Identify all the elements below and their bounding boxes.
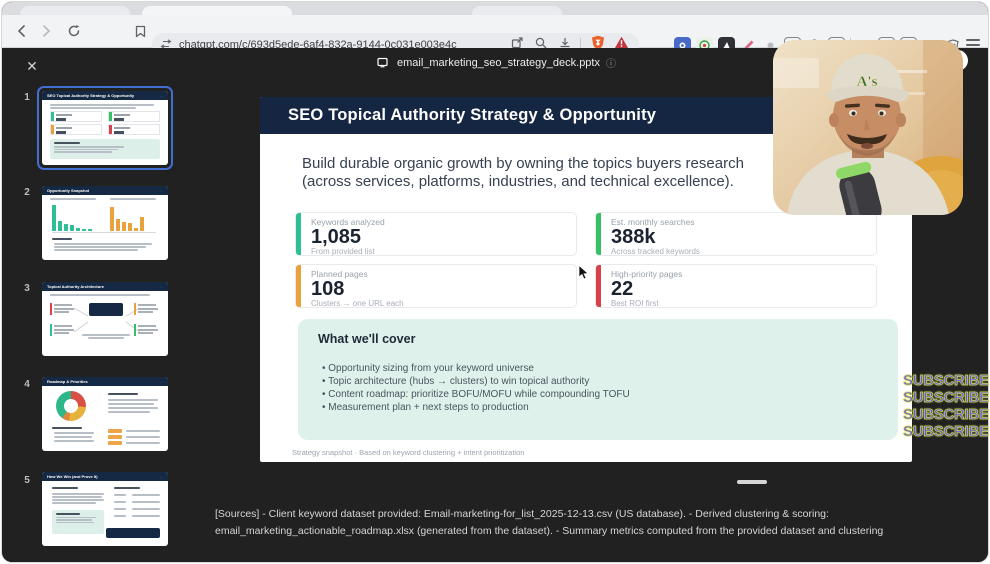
subscribe-text: SUBSCRIBE bbox=[903, 372, 990, 390]
slide-thumbnail-2[interactable]: Opportunity Snapshot ··· bbox=[42, 186, 168, 260]
metric-sub: Clusters → one URL each bbox=[311, 299, 404, 308]
metric-sub: Across tracked keywords bbox=[611, 247, 700, 256]
metric-sub: From provided list bbox=[311, 247, 375, 256]
sources-line: [Sources] - Client keyword dataset provi… bbox=[215, 508, 829, 520]
file-preview-overlay: ✕ email_marketing_seo_strategy_deck.pptx… bbox=[2, 48, 988, 562]
tab-strip[interactable] bbox=[2, 2, 988, 15]
metric-label: High-priority pages bbox=[611, 269, 683, 279]
thumb-title: SEO Topical Authority Strategy & Opportu… bbox=[47, 93, 135, 98]
bookmark-icon[interactable] bbox=[128, 19, 152, 43]
metric-value: 22 bbox=[611, 278, 634, 300]
thumb-title: Roadmap & Priorities bbox=[47, 379, 88, 384]
divider bbox=[580, 37, 581, 52]
slide-title: SEO Topical Authority Strategy & Opportu… bbox=[288, 106, 657, 124]
zoom-icon[interactable] bbox=[535, 36, 547, 54]
cover-box: What we'll cover • Opportunity sizing fr… bbox=[298, 319, 898, 440]
metric-label: Planned pages bbox=[311, 269, 368, 279]
mini-hub-box bbox=[89, 303, 123, 316]
slide-footnote: Strategy snapshot · Based on keyword clu… bbox=[292, 448, 525, 457]
webcam-overlay: A's bbox=[773, 40, 963, 215]
browser-tab[interactable] bbox=[472, 6, 562, 15]
brave-shield-icon[interactable] bbox=[591, 35, 605, 55]
slide-number: 2 bbox=[24, 187, 30, 198]
download-icon[interactable] bbox=[559, 36, 571, 54]
alert-triangle-icon[interactable] bbox=[614, 36, 629, 54]
subscribe-text: SUBSCRIBE bbox=[903, 423, 990, 441]
slide-number: 1 bbox=[24, 92, 30, 103]
cover-title: What we'll cover bbox=[318, 332, 416, 346]
pencil-icon[interactable] bbox=[740, 37, 757, 54]
cover-bullet: • Measurement plan + next steps to produ… bbox=[322, 402, 529, 413]
file-header: email_marketing_seo_strategy_deck.pptx ⓘ bbox=[2, 54, 988, 71]
mini-cta-bar bbox=[106, 528, 160, 538]
pptx-file-icon bbox=[374, 54, 391, 71]
close-icon[interactable]: ✕ bbox=[26, 57, 38, 74]
mini-donut-chart bbox=[56, 391, 86, 421]
cover-bullet: • Topic architecture (hubs → clusters) t… bbox=[322, 376, 590, 387]
back-button[interactable] bbox=[10, 19, 34, 43]
metric-card-searches: Est. monthly searches 388k Across tracke… bbox=[595, 212, 877, 256]
metric-card-priority-pages: High-priority pages 22 Best ROI first bbox=[595, 264, 877, 308]
subscribe-text: SUBSCRIBE bbox=[903, 406, 990, 424]
metric-card-keywords: Keywords analyzed 1,085 From provided li… bbox=[295, 212, 577, 256]
slide-thumbnail-5[interactable]: How We Win (and Prove It) ··· bbox=[42, 472, 168, 546]
slide-number: 5 bbox=[24, 475, 30, 486]
info-icon[interactable]: ⓘ bbox=[606, 59, 616, 70]
drag-handle[interactable] bbox=[737, 480, 767, 484]
slide-number: 4 bbox=[24, 379, 30, 390]
metric-sub: Best ROI first bbox=[611, 299, 659, 308]
forward-button[interactable] bbox=[34, 19, 58, 43]
share-icon[interactable] bbox=[511, 36, 523, 54]
slide-thumbnail-4[interactable]: Roadmap & Priorities ··· bbox=[42, 377, 168, 451]
metric-value: 108 bbox=[311, 278, 345, 300]
subscribe-text: SUBSCRIBE bbox=[903, 389, 990, 407]
metric-label: Est. monthly searches bbox=[611, 217, 695, 227]
site-settings-icon[interactable] bbox=[160, 36, 172, 54]
svg-text:A's: A's bbox=[857, 74, 878, 90]
mouse-cursor bbox=[578, 265, 589, 280]
slide-subtitle: Build durable organic growth by owning t… bbox=[302, 155, 744, 191]
file-name[interactable]: email_marketing_seo_strategy_deck.pptx bbox=[396, 56, 600, 69]
metric-label: Keywords analyzed bbox=[311, 217, 385, 227]
metric-value: 1,085 bbox=[311, 226, 362, 248]
webcam-person: A's bbox=[773, 40, 963, 215]
sources-line: email_marketing_actionable_roadmap.xlsx … bbox=[215, 524, 884, 537]
slide-thumbnail-1[interactable]: SEO Topical Authority Strategy & Opportu… bbox=[42, 91, 168, 165]
slide-1-selected-ring bbox=[37, 86, 173, 170]
metric-card-planned-pages: Planned pages 108 Clusters → one URL eac… bbox=[295, 264, 577, 308]
reload-button[interactable] bbox=[62, 19, 86, 43]
cover-bullet: • Opportunity sizing from your keyword u… bbox=[322, 363, 534, 374]
metric-value: 388k bbox=[611, 226, 656, 248]
browser-tab-active[interactable] bbox=[142, 6, 292, 15]
browser-tab[interactable] bbox=[20, 6, 130, 15]
thumb-title: Topical Authority Architecture bbox=[47, 284, 104, 289]
cover-bullet: • Content roadmap: prioritize BOFU/MOFU … bbox=[322, 389, 630, 400]
slide-canvas: SEO Topical Authority Strategy & Opportu… bbox=[260, 97, 912, 462]
slide-number: 3 bbox=[24, 283, 30, 294]
mini-bar-chart-orange bbox=[110, 203, 144, 231]
sources-caption: [Sources] - Client keyword dataset provi… bbox=[215, 506, 915, 539]
thumb-title: How We Win (and Prove It) bbox=[47, 474, 98, 479]
url-text[interactable]: chatgpt.com/c/693d5ede-6af4-832a-9144-0c… bbox=[179, 38, 457, 51]
slide-thumbnail-3[interactable]: Topical Authority Architecture ··· bbox=[42, 282, 168, 356]
subscribe-overlay: SUBSCRIBE SUBSCRIBE SUBSCRIBE SUBSCRIBE bbox=[903, 372, 990, 441]
mini-bar-chart-teal bbox=[52, 203, 92, 231]
dot-icon[interactable] bbox=[762, 37, 779, 54]
thumb-title: Opportunity Snapshot bbox=[47, 188, 90, 193]
